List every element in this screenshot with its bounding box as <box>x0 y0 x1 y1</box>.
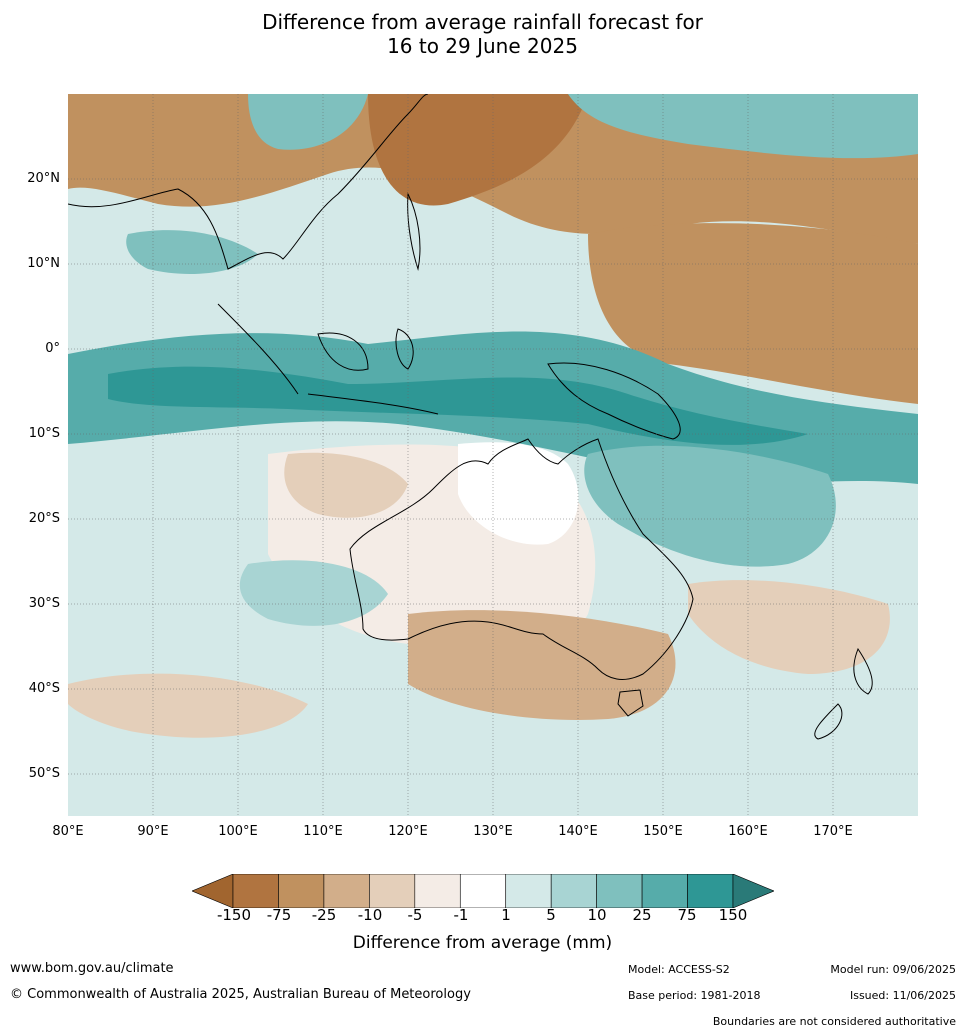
footer-model: Model: ACCESS-S2 <box>628 963 730 976</box>
teal-region-coral-sea <box>584 445 836 567</box>
indonesia-coastline <box>217 303 439 415</box>
footer-copyright: © Commonwealth of Australia 2025, Austra… <box>10 987 471 1002</box>
legend-tick: -75 <box>266 906 292 924</box>
lon-label-150e: 150°E <box>643 824 683 839</box>
rainfall-map <box>68 94 918 816</box>
legend-tick: -25 <box>311 906 337 924</box>
lat-label-30s: 30°S <box>28 596 60 611</box>
legend-tick: 150 <box>718 906 748 924</box>
lat-label-0: 0° <box>45 341 60 356</box>
footer-base-period: Base period: 1981-2018 <box>628 989 761 1002</box>
brown-patch-tasman <box>688 580 890 674</box>
legend-color-box <box>550 873 597 909</box>
map-title: Difference from average rainfall forecas… <box>0 10 965 58</box>
teal-region-bay-of-bengal <box>126 230 259 274</box>
lon-label-110e: 110°E <box>303 824 343 839</box>
teal-region-pacific-north <box>568 94 918 159</box>
legend-tick: -1 <box>453 906 469 924</box>
legend-color-box <box>687 873 734 909</box>
title-line-1: Difference from average rainfall forecas… <box>262 10 703 34</box>
brown-region-north-dark <box>368 94 588 206</box>
title-line-2: 16 to 29 June 2025 <box>387 34 578 58</box>
lon-label-120e: 120°E <box>388 824 428 839</box>
lon-label-140e: 140°E <box>558 824 598 839</box>
lat-label-20n: 20°N <box>27 171 60 186</box>
legend-tick: -5 <box>407 906 423 924</box>
legend-caption: Difference from average (mm) <box>352 933 613 953</box>
lon-label-100e: 100°E <box>218 824 258 839</box>
brown-patch-west-australia <box>284 452 408 518</box>
lon-label-170e: 170°E <box>813 824 853 839</box>
philippines-coastline <box>407 192 421 271</box>
lat-label-20s: 20°S <box>28 511 60 526</box>
footer-disclaimer: Boundaries are not considered authoritat… <box>712 1015 956 1028</box>
legend-tick: 1 <box>501 906 511 924</box>
legend-color-box <box>641 873 688 909</box>
lat-label-10s: 10°S <box>28 426 60 441</box>
lon-label-80e: 80°E <box>52 824 84 839</box>
teal-region-indochina <box>248 94 368 150</box>
legend-tick: 75 <box>677 906 697 924</box>
brown-patch-south-australia <box>408 610 676 720</box>
footer-issued: Issued: 11/06/2025 <box>849 989 956 1002</box>
teal-patch-southern <box>239 560 388 626</box>
lat-label-40s: 40°S <box>28 681 60 696</box>
legend-tick: 10 <box>587 906 607 924</box>
lon-label-130e: 130°E <box>473 824 513 839</box>
lat-label-50s: 50°S <box>28 766 60 781</box>
asia-coastline <box>68 94 429 270</box>
legend-arrow-left <box>191 873 234 909</box>
legend-color-box <box>232 873 279 909</box>
legend-color-box <box>278 873 325 909</box>
new-zealand-coastline <box>814 647 873 740</box>
brown-region-pacific <box>588 223 918 404</box>
new-guinea-coastline <box>547 362 681 440</box>
color-legend <box>191 873 775 909</box>
legend-tick: -150 <box>216 906 252 924</box>
legend-color-box <box>505 873 552 909</box>
legend-color-box <box>459 873 507 909</box>
australia-coastline <box>349 438 694 680</box>
lon-label-90e: 90°E <box>137 824 169 839</box>
brown-patch-southern-ocean <box>68 673 308 738</box>
footer-model-run: Model run: 09/06/2025 <box>830 963 956 976</box>
legend-color-box <box>323 873 370 909</box>
legend-tick: -10 <box>357 906 383 924</box>
legend-color-box <box>369 873 416 909</box>
legend-color-box <box>414 873 461 909</box>
tasmania-coastline <box>617 689 644 717</box>
lon-label-160e: 160°E <box>728 824 768 839</box>
legend-tick: 25 <box>632 906 652 924</box>
lat-label-10n: 10°N <box>27 256 60 271</box>
graticule <box>68 94 918 816</box>
footer-url[interactable]: www.bom.gov.au/climate <box>10 961 174 976</box>
legend-color-box <box>596 873 643 909</box>
legend-arrow-right <box>732 873 775 909</box>
legend-tick: 5 <box>546 906 556 924</box>
